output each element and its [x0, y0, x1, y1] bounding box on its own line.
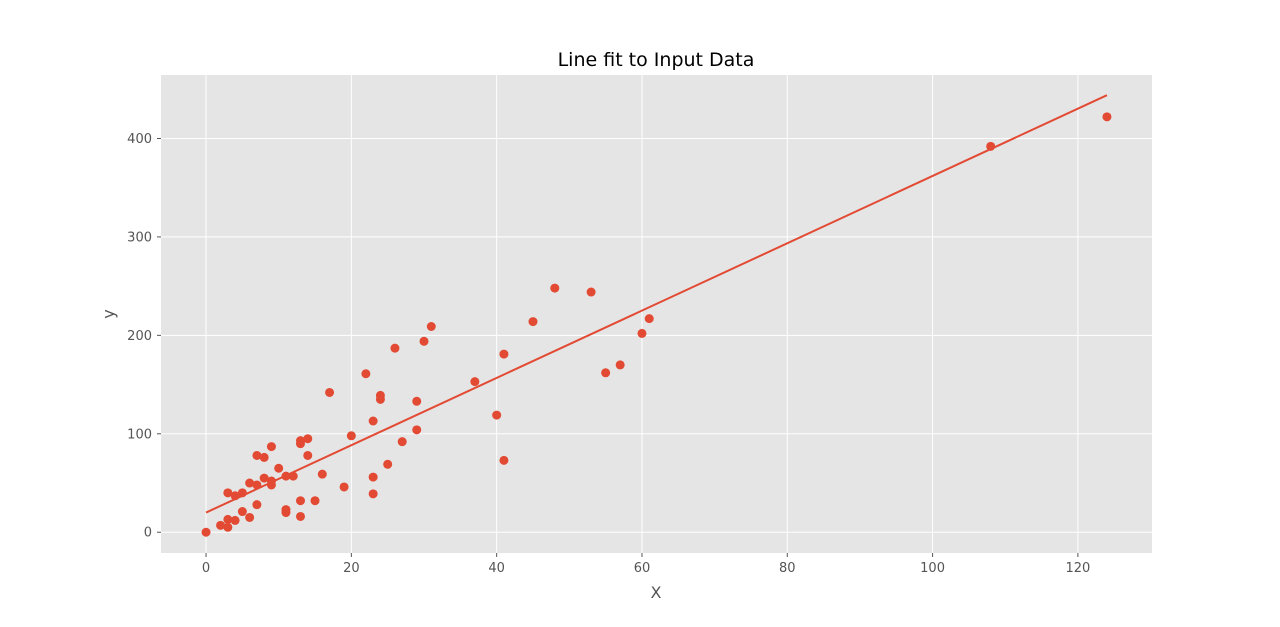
data-point [216, 520, 226, 530]
data-point [201, 527, 211, 537]
data-point [266, 442, 276, 452]
data-point [295, 511, 305, 521]
data-point [528, 317, 538, 327]
data-point [252, 450, 262, 460]
y-axis-label: y [99, 309, 118, 318]
chart-title: Line fit to Input Data [558, 49, 755, 71]
data-point [986, 141, 996, 151]
data-point [295, 436, 305, 446]
y-tick-labels: 0 100 200 300 400 [127, 132, 152, 541]
data-point [230, 515, 240, 525]
data-point [266, 476, 276, 486]
data-point [361, 369, 371, 379]
data-point [368, 472, 378, 482]
data-point [310, 496, 320, 506]
y-tick-label: 100 [127, 427, 152, 442]
data-point [492, 410, 502, 420]
data-point [499, 349, 509, 359]
x-tick-label: 80 [779, 561, 796, 576]
data-point [281, 505, 291, 515]
data-point [281, 471, 291, 481]
data-point [288, 471, 298, 481]
data-point [601, 368, 611, 378]
data-point [295, 496, 305, 506]
data-point [1102, 112, 1112, 122]
data-point [397, 437, 407, 447]
data-point [375, 390, 385, 400]
data-point [303, 450, 313, 460]
data-point [390, 343, 400, 353]
data-point [259, 452, 269, 462]
data-points [201, 112, 1112, 537]
data-point [368, 489, 378, 499]
data-point [245, 512, 255, 522]
x-axis-label: X [651, 583, 662, 602]
data-point [586, 287, 596, 297]
data-point [274, 463, 284, 473]
grid-lines [157, 75, 1152, 557]
data-point [412, 425, 422, 435]
data-point [245, 478, 255, 488]
y-tick-label: 0 [144, 526, 152, 541]
data-point [252, 500, 262, 510]
data-point [419, 336, 429, 346]
data-point [223, 488, 233, 498]
data-point [368, 416, 378, 426]
fit-line [205, 94, 1108, 514]
x-tick-label: 60 [634, 561, 651, 576]
data-point [252, 480, 262, 490]
data-point [426, 322, 436, 332]
data-point [223, 514, 233, 524]
data-point [644, 314, 654, 324]
plot-background [161, 75, 1152, 553]
data-point [237, 507, 247, 517]
data-point [237, 488, 247, 498]
data-point [317, 469, 327, 479]
data-point [303, 434, 313, 444]
y-tick-label: 300 [127, 230, 152, 245]
x-tick-label: 20 [343, 561, 360, 576]
data-point [637, 328, 647, 338]
x-tick-labels: 0 20 40 60 80 100 120 [202, 561, 1090, 576]
x-tick-label: 100 [920, 561, 945, 576]
data-point [550, 283, 560, 293]
data-point [230, 491, 240, 501]
data-point [325, 387, 335, 397]
data-point [412, 396, 422, 406]
data-point [223, 522, 233, 532]
data-point [259, 473, 269, 483]
data-point [499, 455, 509, 465]
y-tick-label: 400 [127, 132, 152, 147]
data-point [339, 482, 349, 492]
data-point [346, 431, 356, 441]
x-tick-label: 40 [488, 561, 505, 576]
y-tick-label: 200 [127, 329, 152, 344]
data-point [383, 459, 393, 469]
data-point [470, 377, 480, 387]
x-tick-label: 0 [202, 561, 210, 576]
data-point [615, 360, 625, 370]
fit-line-layer [205, 94, 1108, 514]
x-tick-label: 120 [1065, 561, 1090, 576]
